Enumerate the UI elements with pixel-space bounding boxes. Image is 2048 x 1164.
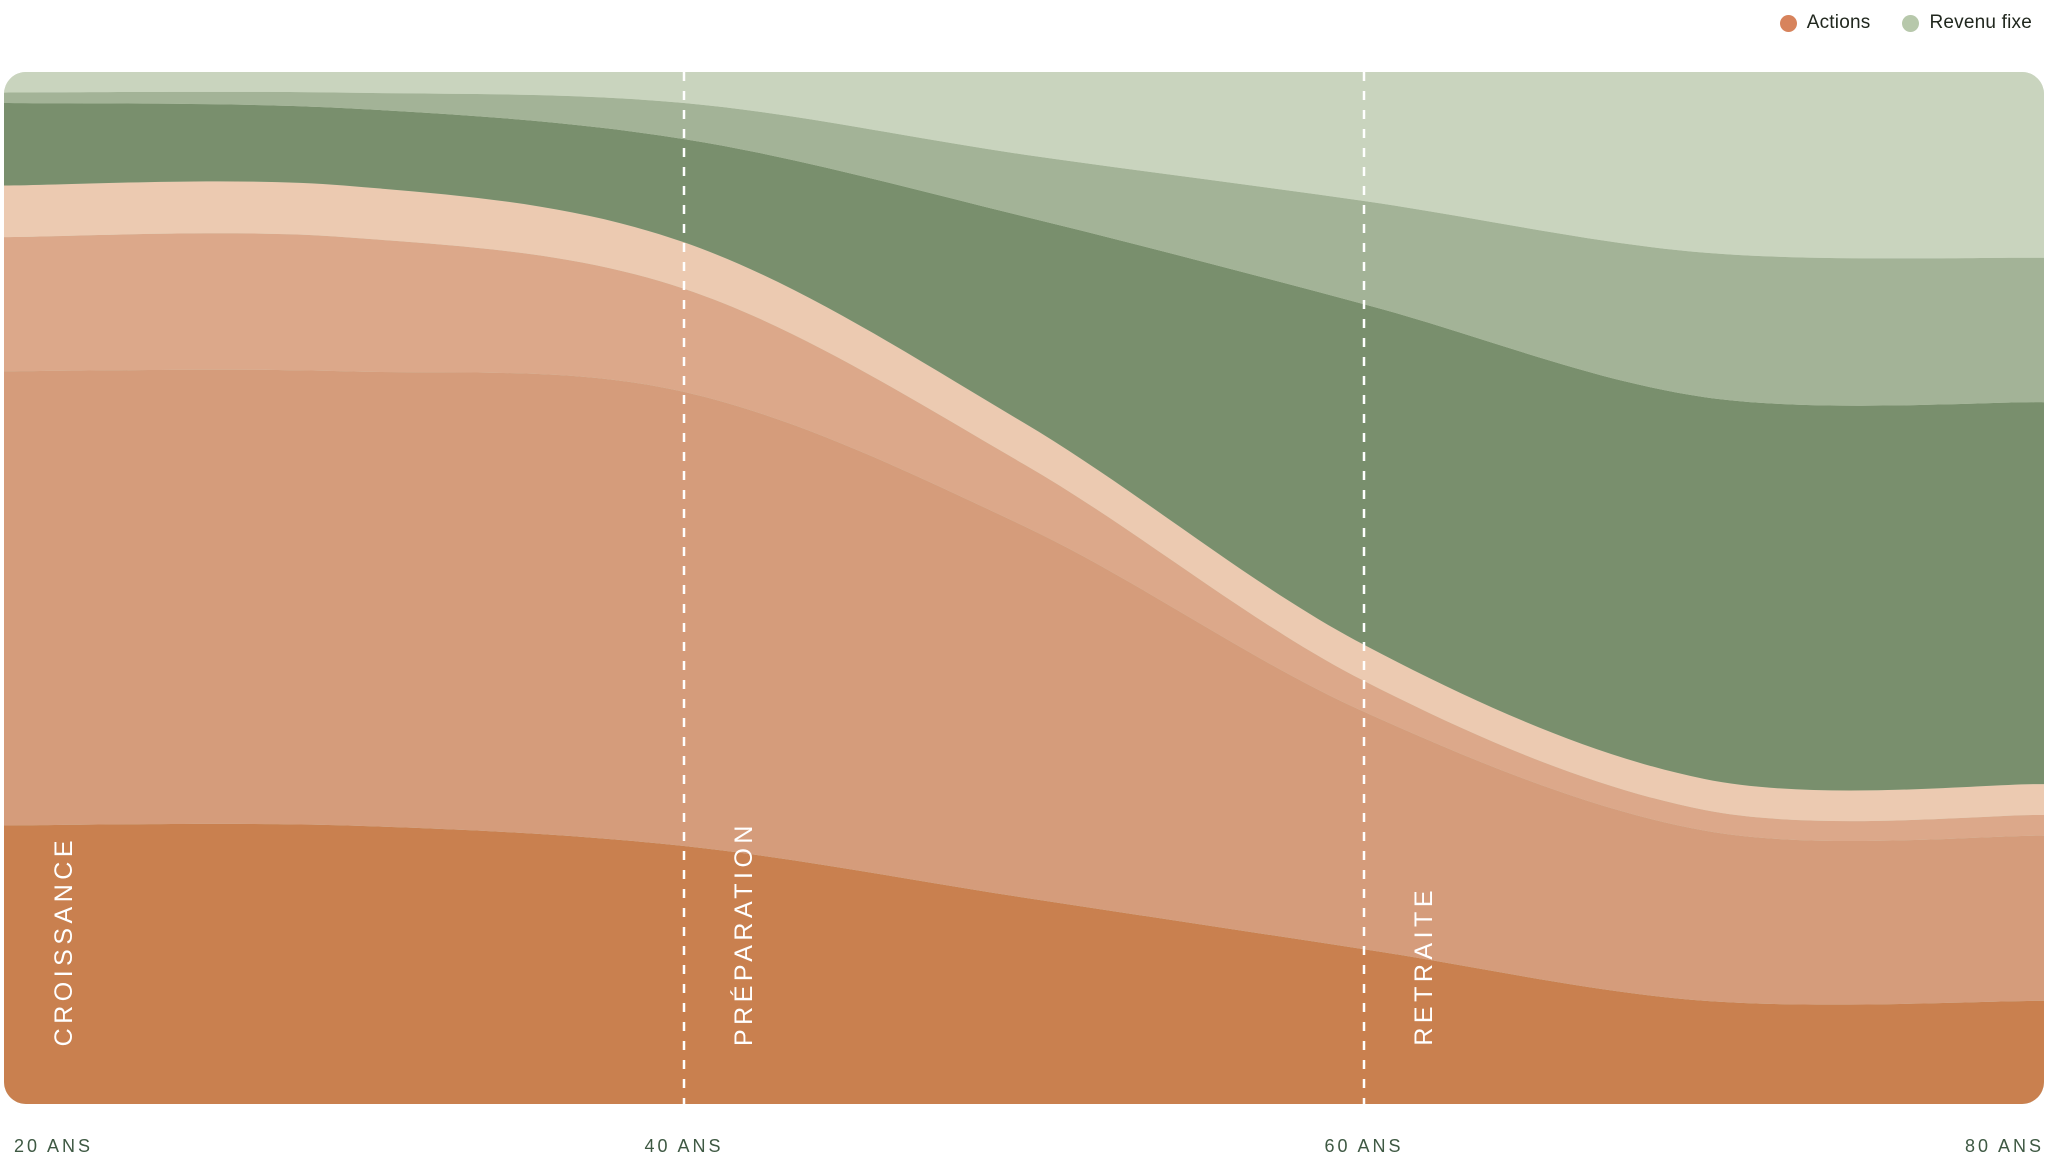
- x-axis: 20 ANS 40 ANS 60 ANS 80 ANS: [4, 1104, 2044, 1164]
- area-actions-mid: [4, 369, 2044, 1005]
- legend-item-revenu-fixe[interactable]: Revenu fixe: [1902, 12, 2032, 34]
- area-fixe-dark: [4, 103, 2044, 791]
- actions-legend-dot-icon: [1779, 14, 1797, 32]
- area-fixe-mid: [4, 91, 2044, 406]
- chart-legend: Actions Revenu fixe: [1779, 12, 2032, 34]
- legend-label-actions: Actions: [1806, 12, 1871, 33]
- legend-label-revenu-fixe: Revenu fixe: [1929, 12, 2032, 33]
- chart-header: Actions Revenu fixe: [0, 0, 2048, 72]
- area-actions-light: [4, 233, 2044, 842]
- area-fixe-light: [4, 72, 2044, 259]
- legend-item-actions[interactable]: Actions: [1779, 12, 1871, 34]
- allocation-glidepath-chart[interactable]: CROISSANCE PRÉPARATION RETRAITE: [4, 72, 2044, 1104]
- revenu-fixe-legend-dot-icon: [1902, 14, 1920, 32]
- x-tick-60-ans: 60 ANS: [1324, 1136, 1404, 1156]
- x-tick-20-ans: 20 ANS: [14, 1136, 94, 1156]
- area-actions-core: [4, 823, 2044, 1104]
- allocation-area-chart-svg: [4, 72, 2044, 1104]
- x-tick-80-ans: 80 ANS: [1964, 1136, 2044, 1156]
- x-tick-40-ans: 40 ANS: [644, 1136, 724, 1156]
